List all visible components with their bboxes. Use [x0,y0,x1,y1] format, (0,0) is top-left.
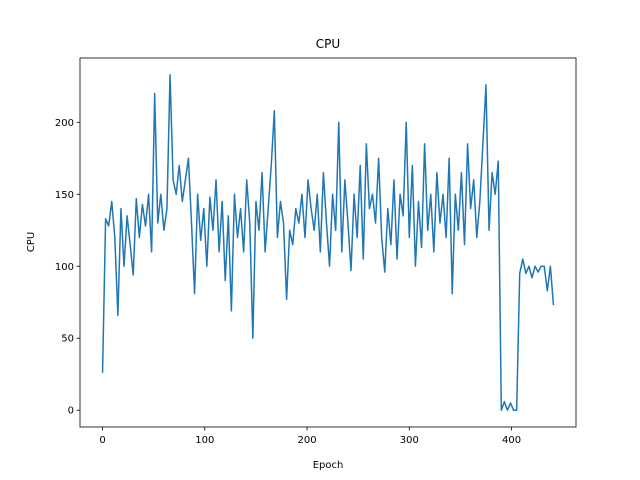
y-tick-label: 50 [61,334,74,345]
x-tick-label: 0 [99,435,105,446]
y-tick-label: 150 [55,190,74,201]
y-axis-label: CPU [26,232,37,252]
x-tick-label: 400 [502,435,521,446]
data-line [101,74,555,411]
chart-title: CPU [316,37,340,51]
y-tick-label: 100 [55,262,74,273]
x-axis-label: Epoch [313,460,344,471]
x-tick-label: 100 [195,435,214,446]
y-tick-label: 200 [55,118,74,129]
plot-frame [79,57,577,428]
x-tick-label: 200 [297,435,316,446]
y-tick-label: 0 [68,406,74,417]
x-tick-label: 300 [400,435,419,446]
